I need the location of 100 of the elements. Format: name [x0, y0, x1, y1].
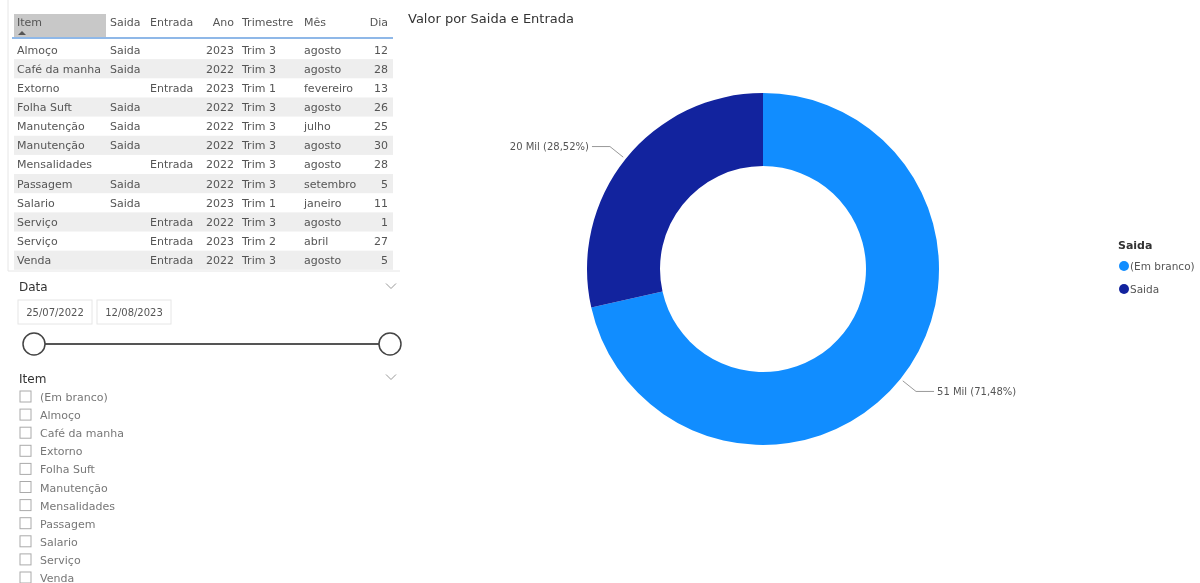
- text: Manutenção: [17, 139, 85, 153]
- text: 12: [374, 43, 388, 57]
- text: janeiro: [304, 196, 342, 210]
- data-label: 20 Mil (28,52%): [509, 141, 590, 153]
- text: 1: [381, 215, 388, 229]
- text: Trim 3: [242, 215, 276, 229]
- text: Trim 3: [242, 139, 276, 153]
- date-input: 12/08/2023: [96, 299, 172, 325]
- text: Trim 3: [242, 177, 276, 191]
- text: Manutenção: [17, 120, 85, 134]
- text: 5: [381, 177, 388, 191]
- category-label: Passagem: [40, 517, 96, 531]
- text: 2023: [206, 196, 234, 210]
- category-label: Dia: [369, 16, 388, 29]
- text: agosto: [304, 100, 342, 114]
- text: Saida: [110, 43, 141, 57]
- text: 2022: [206, 177, 234, 191]
- text: 26: [374, 100, 388, 114]
- category-label: Mês: [304, 16, 327, 29]
- text: Trim 3: [242, 120, 276, 134]
- text: Folha Suft: [17, 100, 72, 114]
- data-label: 51 Mil (71,48%): [937, 385, 1017, 397]
- legend-label: Saida: [1130, 283, 1160, 295]
- category-label: Trimestre: [241, 16, 294, 29]
- category-label: Salario: [40, 535, 79, 549]
- donut-slice: [587, 93, 763, 308]
- text: 2023: [206, 81, 234, 95]
- category-label: Entrada: [150, 16, 194, 29]
- text: Trim 3: [242, 62, 276, 76]
- text: 2023: [206, 235, 234, 248]
- text: Salario: [17, 196, 55, 210]
- text: Trim 3: [242, 100, 276, 114]
- text: Extorno: [17, 81, 60, 95]
- category-label: Item: [17, 16, 43, 29]
- text: agosto: [304, 139, 342, 153]
- date-input: 25/07/2022: [17, 299, 93, 325]
- category-label: Mensalidades: [40, 499, 116, 513]
- text: Mensalidades: [17, 158, 93, 172]
- category-label: Manutenção: [40, 481, 109, 495]
- text: abril: [304, 235, 329, 248]
- category-label: Folha Suft: [40, 463, 96, 477]
- text: 11: [374, 196, 388, 210]
- text: 5: [381, 254, 388, 268]
- text: 27: [374, 235, 388, 248]
- text: Entrada: [150, 254, 194, 268]
- text: agosto: [304, 43, 342, 57]
- text: Café da manha: [17, 62, 101, 76]
- text: 2022: [206, 62, 234, 76]
- category-label: Ano: [212, 16, 235, 29]
- text: 2023: [206, 43, 234, 57]
- text: 2022: [206, 139, 234, 153]
- text: Data: [19, 280, 48, 294]
- text: fevereiro: [304, 81, 354, 95]
- chart-title: Valor por Saida e Entrada: [408, 11, 574, 26]
- legend-title: Saida: [1118, 239, 1153, 252]
- category-label: Extorno: [40, 445, 83, 459]
- text: Saida: [110, 100, 141, 114]
- text: setembro: [304, 177, 357, 191]
- text: 2022: [206, 254, 234, 268]
- text: agosto: [304, 62, 342, 76]
- category-label: Venda: [40, 572, 75, 583]
- text: Venda: [17, 254, 52, 268]
- text: Trim 1: [242, 81, 276, 95]
- text: julho: [304, 120, 331, 134]
- text: Item: [19, 372, 47, 386]
- text: Entrada: [150, 81, 194, 95]
- category-label: Serviço: [40, 553, 81, 567]
- text: Saida: [110, 177, 141, 191]
- text: 25: [374, 120, 388, 134]
- text: Entrada: [150, 158, 194, 172]
- text: Serviço: [17, 215, 58, 229]
- category-label: Café da manha: [40, 427, 124, 441]
- text: Serviço: [17, 235, 58, 248]
- text: agosto: [304, 215, 342, 229]
- category-label: (Em branco): [40, 391, 108, 404]
- text: Saida: [110, 196, 141, 210]
- text: 2022: [206, 158, 234, 172]
- text: 13: [374, 81, 388, 95]
- text: Saida: [110, 139, 141, 153]
- text: Trim 3: [242, 254, 276, 268]
- text: Saida: [110, 62, 141, 76]
- text: agosto: [304, 254, 342, 268]
- donut-slice: [591, 93, 939, 445]
- text: Trim 1: [242, 196, 276, 210]
- text: Entrada: [150, 235, 194, 248]
- text: Saida: [110, 120, 141, 134]
- text: 28: [374, 62, 388, 76]
- category-label: Almoço: [40, 409, 82, 423]
- text: 30: [374, 139, 388, 153]
- category-label: Saida: [110, 16, 141, 29]
- legend-label: (Em branco): [1130, 260, 1195, 272]
- text: Entrada: [150, 215, 194, 229]
- text: 2022: [206, 215, 234, 229]
- text: Trim 3: [242, 43, 276, 57]
- text: Trim 2: [242, 235, 276, 248]
- text: 2022: [206, 120, 234, 134]
- text: 28: [374, 158, 388, 172]
- text: 2022: [206, 100, 234, 114]
- text: Passagem: [17, 177, 73, 191]
- text: Almoço: [17, 43, 58, 57]
